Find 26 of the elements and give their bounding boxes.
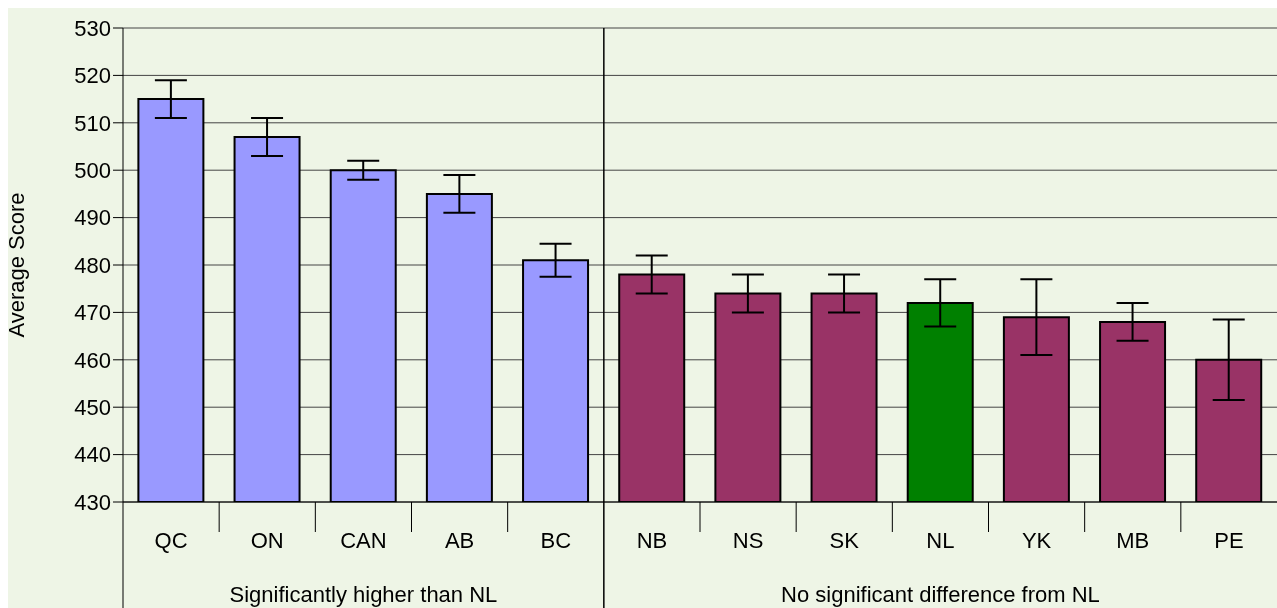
y-tick-label: 490 [74,205,111,231]
y-tick-label: 520 [74,63,111,89]
y-tick-label: 460 [74,347,111,373]
x-tick-label: YK [1021,527,1052,553]
y-tick-label: 440 [74,442,111,468]
y-tick-label: 510 [74,110,111,136]
y-axis-title: Average Score [3,192,29,338]
y-tick-label: 500 [74,158,111,184]
x-tick-label: CAN [340,527,387,553]
x-tick-label: MB [1116,527,1150,553]
x-tick-label: PE [1214,527,1244,553]
text: Significantly higher than NL [229,582,498,607]
x-tick-label: NL [926,527,955,553]
x-tick-label: SK [829,527,860,553]
y-tick-label: 450 [74,395,111,421]
x-tick-label: ON [250,527,284,553]
y-tick-label: 430 [74,489,111,515]
text: No significant difference from NL [781,582,1100,607]
x-tick-label: QC [154,527,188,553]
x-tick-label: NS [732,527,764,553]
y-tick-label: 480 [74,252,111,278]
y-tick-label: 470 [74,300,111,326]
x-tick-label: NB [636,527,668,553]
y-tick-label: 530 [74,15,111,41]
x-tick-label: BC [540,527,572,553]
x-tick-label: AB [444,527,475,553]
